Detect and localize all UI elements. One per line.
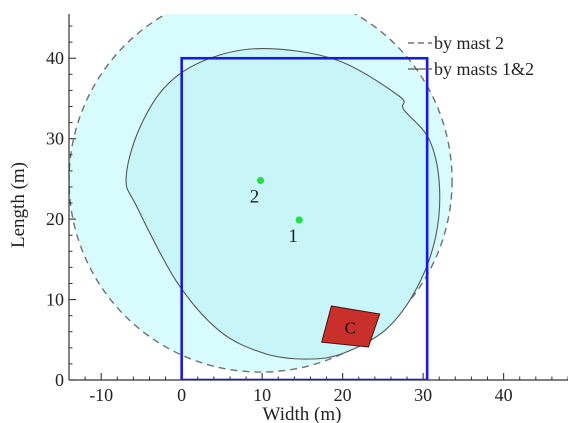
- mast-label-2: 2: [250, 187, 260, 208]
- legend-label-mast-2: by mast 2: [434, 33, 504, 53]
- region-c-label: C: [345, 318, 356, 337]
- x-tick-label: 30: [414, 385, 432, 405]
- x-tick-label: -10: [89, 385, 113, 405]
- x-axis-ticks: -10 0 10 20 30 40: [68, 373, 568, 405]
- y-tick-label: 10: [46, 290, 64, 310]
- x-tick-label: 20: [334, 385, 352, 405]
- axes: -10 0 10 20 30 40 0 10 20 30 40: [46, 14, 568, 405]
- legend-label-masts-1-2: by masts 1&2: [434, 59, 534, 79]
- region-c: [321, 305, 381, 348]
- x-tick-label: 10: [253, 385, 271, 405]
- legend: by mast 2 by masts 1&2: [408, 33, 534, 79]
- x-axis-title: Width (m): [263, 404, 342, 423]
- mast-point-2: [256, 176, 265, 185]
- y-tick-label: 20: [46, 209, 64, 229]
- y-axis-ticks: 0 10 20 30 40: [46, 25, 76, 390]
- y-tick-label: 0: [55, 370, 64, 390]
- y-tick-label: 30: [46, 129, 64, 149]
- inner-coverage-region: [125, 48, 441, 360]
- x-tick-label: 40: [495, 385, 513, 405]
- y-tick-label: 40: [46, 48, 64, 68]
- mast-point-1: [295, 216, 303, 224]
- points-layer: 12: [250, 176, 303, 247]
- x-tick-label: 0: [177, 385, 186, 405]
- mast-label-1: 1: [288, 226, 298, 247]
- plot-area: C: [69, 14, 453, 380]
- y-axis-title: Length (m): [8, 162, 29, 248]
